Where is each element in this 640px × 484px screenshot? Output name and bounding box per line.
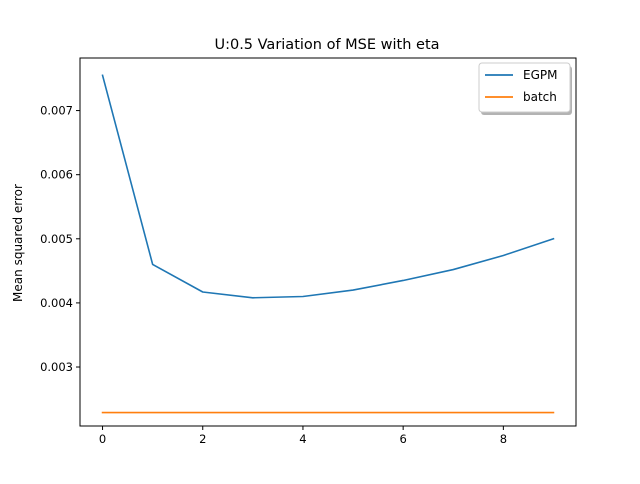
x-tick-label: 6 [399,432,406,446]
series-lines [101,74,555,414]
plot-frame [79,57,577,427]
y-axis-label: Mean squared error [11,184,25,302]
x-tick-label: 2 [199,432,206,446]
legend-label-batch: batch [523,90,557,104]
y-tick-label: 0.004 [40,296,73,310]
y-tick-label: 0.003 [40,360,73,374]
y-tick-label: 0.007 [40,104,73,118]
y-tick-label: 0.006 [40,168,73,182]
legend: EGPM batch [478,62,572,115]
y-tick-label: 0.005 [40,232,73,246]
series-line-egpm [101,74,555,299]
axis-ticks: 0 2 4 6 8 0.003 0.004 0.005 0.006 0.007 [40,104,507,446]
chart-title: U:0.5 Variation of MSE with eta [214,37,439,53]
legend-label-egpm: EGPM [523,68,557,82]
x-tick-label: 4 [299,432,306,446]
x-tick-label: 0 [99,432,106,446]
x-tick-label: 8 [500,432,507,446]
